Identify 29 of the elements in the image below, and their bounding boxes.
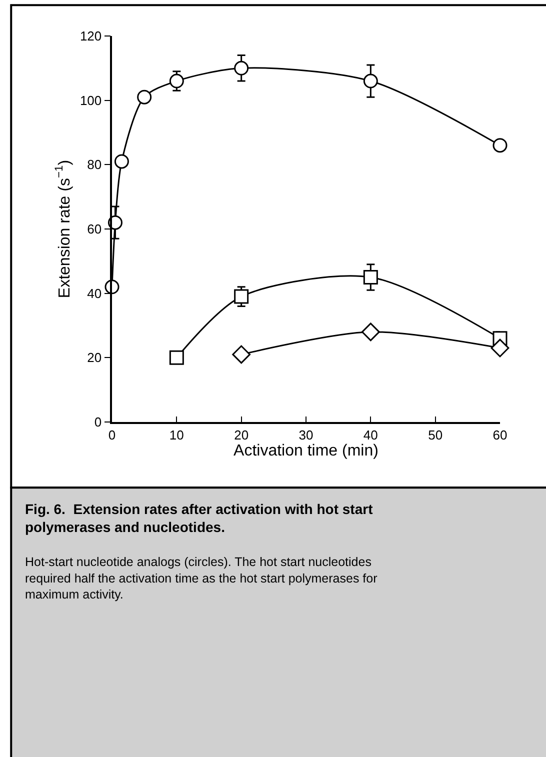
point: [169, 74, 184, 88]
x-tick-label: 60: [492, 427, 508, 442]
x-axis-title: Activation time (min): [234, 442, 378, 460]
y-tick-label: 100: [80, 92, 102, 108]
point: [363, 270, 378, 284]
point: [114, 154, 129, 169]
y-tick-label: 0: [94, 414, 102, 430]
point: [363, 74, 378, 88]
point: [490, 338, 510, 358]
x-tick-label: 30: [298, 427, 314, 442]
y-tick-label: 60: [87, 222, 102, 237]
point: [232, 345, 251, 364]
x-tick-label: 10: [169, 427, 184, 442]
y-tick-label: 120: [80, 28, 102, 44]
x-tick-label: 50: [428, 427, 443, 442]
y-tick-label: 80: [87, 157, 102, 172]
point: [234, 289, 249, 304]
point: [137, 90, 152, 104]
point: [361, 322, 380, 342]
text: Fig. 6. Extension rates after activation with hot start polymerases and nucleotides.: [25, 501, 374, 536]
text: Hot-start nucleotide analogs (circles). The hot start nucleotides required half the activation time as the hot start polymerases for maximum activity.: [25, 555, 378, 602]
y-tick-label: 40: [87, 286, 102, 301]
x-tick-label: 40: [363, 427, 378, 442]
point: [492, 138, 508, 153]
x-tick-label: 20: [234, 427, 249, 442]
point: [169, 350, 184, 365]
y-tick-label: 20: [87, 350, 102, 366]
x-tick-label: 0: [108, 427, 116, 442]
point: [234, 60, 249, 76]
